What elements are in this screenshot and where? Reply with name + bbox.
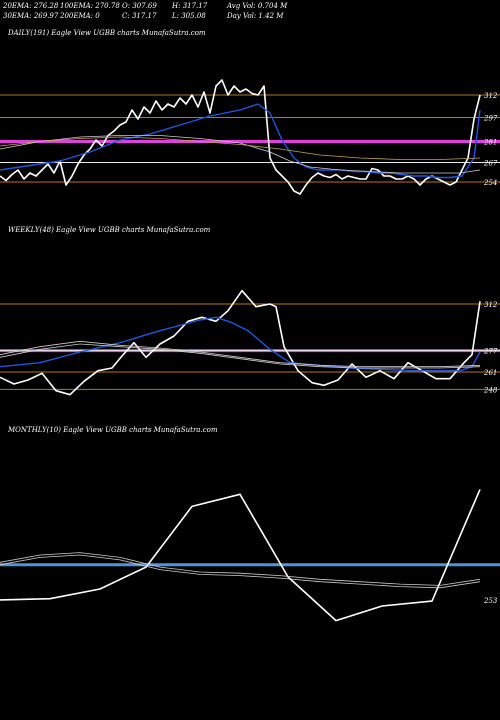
header-info: 20EMA: 276.28 100EMA: 270.78 O: 307.69 H… (2, 2, 288, 20)
daily-tick-label: 312 (484, 92, 498, 100)
header-open: O: 307.69 (122, 2, 157, 10)
header-low: L: 305.08 (171, 12, 206, 20)
header-ema20: 20EMA: 276.28 (2, 2, 59, 10)
weekly-series-3-line (0, 344, 480, 368)
monthly-series-2-line (0, 555, 480, 588)
monthly-series-0-line (0, 489, 480, 620)
weekly-tick-label: 312 (484, 301, 498, 309)
monthly-panel-title: MONTHLY(10) Eagle View UGBB charts Munaf… (7, 426, 218, 434)
header-avg-vol: Avg Vol: 0.704 M (226, 2, 288, 10)
daily-tick-label: 281 (483, 139, 497, 147)
header-high: H: 317.17 (171, 2, 208, 10)
daily-tick-label: 297 (483, 115, 498, 123)
daily-tick-label: 254 (483, 179, 497, 187)
weekly-panel-title: WEEKLY(48) Eagle View UGBB charts Munafa… (8, 226, 211, 234)
weekly-tick-label: 277 (483, 348, 498, 356)
monthly-panel: MONTHLY(10) Eagle View UGBB charts Munaf… (0, 426, 500, 621)
header-day-vol: Day Vol: 1.42 M (226, 12, 284, 20)
monthly-series-1-line (0, 553, 480, 586)
monthly-tick-label: 253 (483, 597, 498, 605)
daily-panel-title: DAILY(191) Eagle View UGBB charts Munafa… (7, 29, 206, 37)
weekly-panel: WEEKLY(48) Eagle View UGBB charts Munafa… (0, 226, 500, 395)
daily-tick-label: 267 (483, 160, 498, 168)
header-close: C: 317.17 (122, 12, 157, 20)
daily-panel: DAILY(191) Eagle View UGBB charts Munafa… (0, 29, 500, 194)
header-ema100: 100EMA: 270.78 (60, 2, 120, 10)
header-ema30: 30EMA: 269.97 (3, 12, 59, 20)
weekly-tick-label: 261 (483, 369, 497, 377)
header-ema200: 200EMA: 0 (59, 12, 100, 20)
weekly-tick-label: 248 (483, 386, 498, 394)
daily-series-0-line (0, 80, 480, 194)
